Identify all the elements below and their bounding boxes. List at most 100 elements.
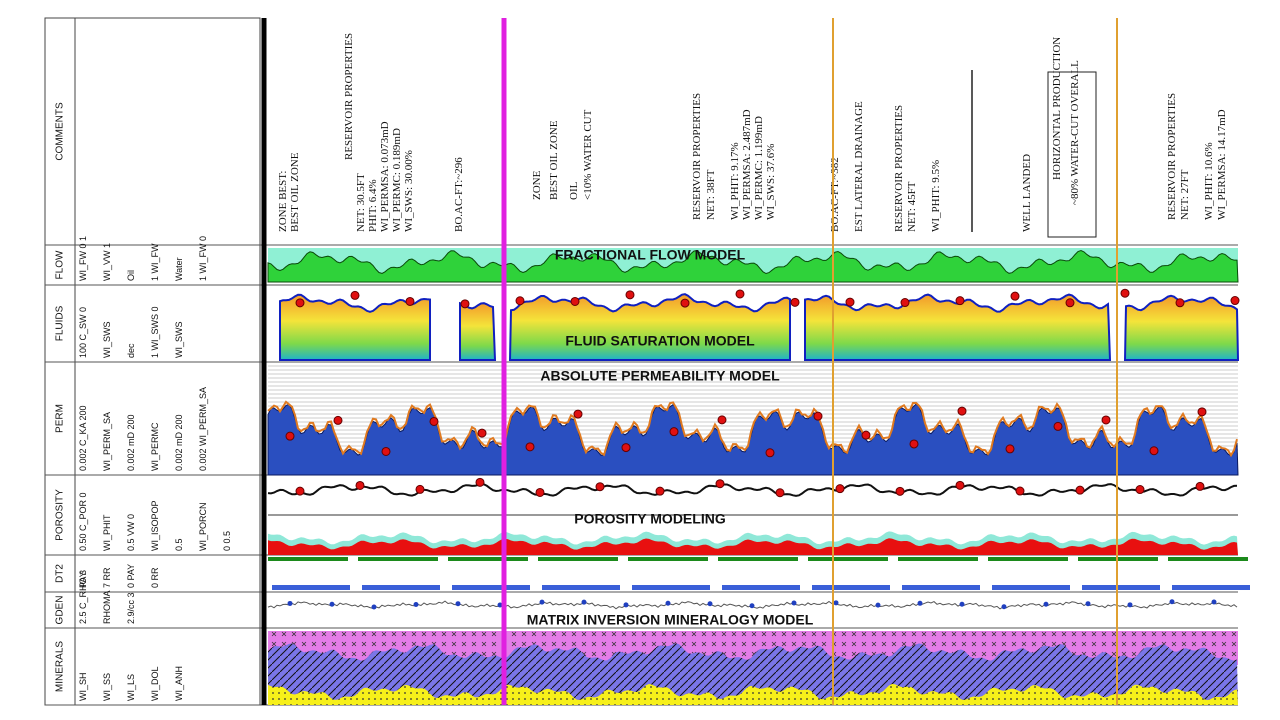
curve-label: WI_PERMC [150, 422, 160, 471]
rho-point [1001, 604, 1007, 610]
curve-label: 2.9/cc 3 [126, 592, 136, 624]
perm-curve [267, 400, 1238, 458]
sw-point [295, 298, 305, 308]
comment-line: WI_PERMC: 0.189mD [391, 128, 403, 232]
rho-point [707, 601, 713, 607]
rr-flag [992, 585, 1070, 590]
sw-point [570, 296, 580, 306]
por-point [655, 486, 665, 496]
curve-label: WI_SS [102, 673, 112, 701]
ka-point [765, 448, 775, 458]
pay-flag [448, 557, 528, 561]
saturation-fill [508, 293, 791, 361]
rho-point [497, 602, 503, 608]
comment-line: NET: 30.5FT [355, 173, 367, 232]
curve-label: WI_SH [78, 672, 88, 701]
comment-line: NET: 45FT [906, 181, 918, 232]
rr-flag [452, 585, 530, 590]
comment-line: WI_PHIT: 9.5% [930, 160, 942, 232]
por-point [775, 488, 785, 498]
curve-label: WI_SWS [174, 321, 184, 358]
por-point [1015, 486, 1025, 496]
comment-line: WI_PERMC: 1.199mD [753, 116, 765, 220]
rho-point [539, 599, 545, 605]
ka-point [381, 446, 391, 456]
saturation-fill [459, 301, 497, 361]
pay-flag [538, 557, 618, 561]
pay-flag [1168, 557, 1248, 561]
curve-label: 0.002 mD 200 [174, 414, 184, 471]
curve-label: WI_PHIT [102, 514, 112, 551]
sw-point [1010, 291, 1020, 301]
por-point [295, 486, 305, 496]
curve-label: 0.002 WI_PERM_SA [198, 387, 208, 471]
por-curve [267, 483, 1238, 497]
sw-point [955, 296, 965, 306]
rho-point [1085, 601, 1091, 607]
por-red [268, 538, 1238, 555]
comment-line: RESERVOIR PROPERTIES [1166, 93, 1178, 220]
ka-point [285, 431, 295, 441]
comment-line: RESERVOIR PROPERTIES [691, 93, 703, 220]
comment-line: RESERVOIR PROPERTIES [893, 105, 905, 232]
ka-point [621, 443, 631, 453]
rho-point [1043, 601, 1049, 607]
comment-line: PHIT: 6.4% [367, 179, 379, 232]
curve-label: Oil [126, 270, 136, 281]
curve-label: 0 0.5 [222, 531, 232, 551]
ka-point [861, 430, 871, 440]
por-point [595, 482, 605, 492]
sw-point [1230, 296, 1240, 306]
ka-point [813, 411, 823, 421]
rr-flag [272, 585, 350, 590]
comment-line: BEST OIL ZONE [548, 120, 560, 200]
curve-label: 7 RR [102, 567, 112, 588]
model-title: ABSOLUTE PERMEABILITY MODEL [540, 368, 780, 384]
ka-point [477, 428, 487, 438]
ka-point [1197, 407, 1207, 417]
curve-label: WI_ISOPOP [150, 500, 160, 551]
curve-label: WI_DOL [150, 666, 160, 701]
rr-flag [1082, 585, 1160, 590]
pay-flag [988, 557, 1068, 561]
comment-line: RESERVOIR PROPERTIES [343, 33, 355, 160]
sw-point [625, 290, 635, 300]
curve-label: WI_SWS [102, 321, 112, 358]
ka-point [525, 442, 535, 452]
comment-line: NET: 27FT [1179, 169, 1191, 220]
curve-label: PAY [78, 571, 88, 588]
curve-label: 0 PAY [126, 564, 136, 588]
sw-point [845, 297, 855, 307]
sw-point [1065, 298, 1075, 308]
ka-point [429, 416, 439, 426]
sw-point [790, 297, 800, 307]
comment-line: WI_SWS: 30.00% [403, 150, 415, 232]
comment-line: NET: 38FT [705, 169, 717, 220]
pay-flag [358, 557, 438, 561]
sw-point [515, 296, 525, 306]
rr-flag [812, 585, 890, 590]
curve-label: 0 RR [150, 567, 160, 588]
por-point [1195, 481, 1205, 491]
track-name: PERM [55, 404, 66, 433]
ka-point [717, 415, 727, 425]
comment-box [1047, 71, 1097, 238]
rho-point [875, 602, 881, 608]
comment-line: WELL LANDED [1021, 154, 1033, 232]
content: COMMENTS FLOW WI_FW 0 1 WI_VW 1 Oil 1 WI_FW Wa… [44, 17, 1250, 706]
curve-label: WI_PERM_SA [102, 412, 112, 471]
sw-point [405, 296, 415, 306]
sw-point [735, 289, 745, 299]
curve-label: WI_ANH [174, 666, 184, 701]
comment-line: ZONE [531, 170, 543, 200]
rho-point [665, 600, 671, 606]
curve-label: WI_PORCN [198, 502, 208, 551]
curve-label: dec [126, 343, 136, 358]
pay-flag [628, 557, 708, 561]
track-name: FLUIDS [55, 305, 66, 341]
por-point [535, 487, 545, 497]
por-point [1075, 485, 1085, 495]
comment-line: BEST OIL ZONE [289, 152, 301, 232]
rho-point [1211, 599, 1217, 605]
por-point [895, 486, 905, 496]
